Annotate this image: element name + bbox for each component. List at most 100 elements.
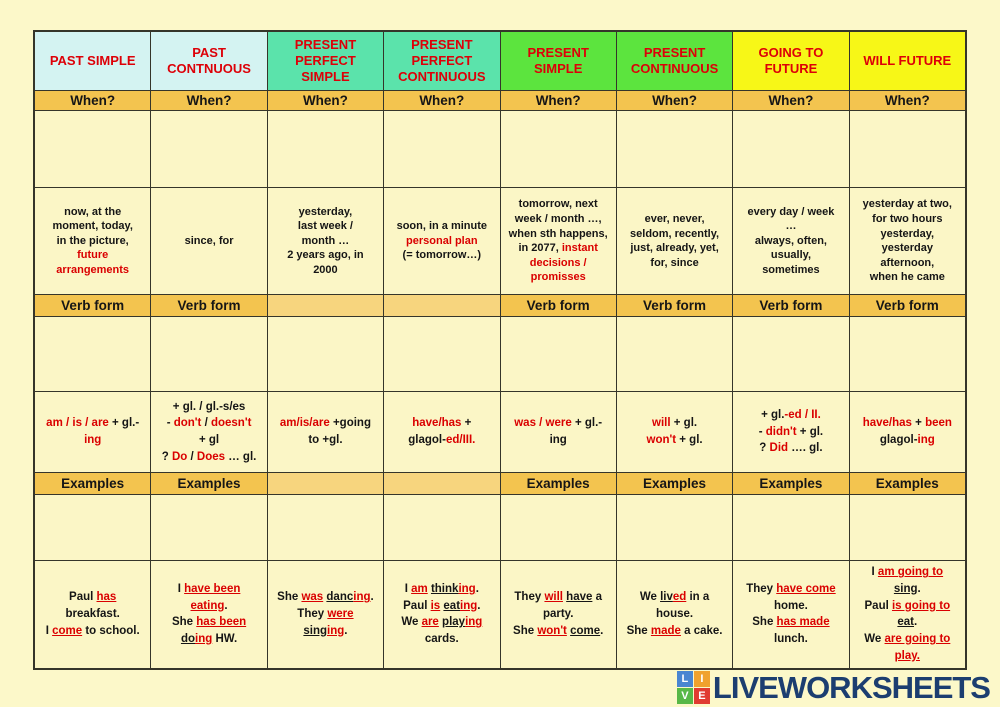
examples-band-answer-cell-present-perfect-continuous[interactable] xyxy=(383,473,500,495)
text-line: Paul is eating. xyxy=(403,598,480,615)
examples-label: Examples xyxy=(875,476,939,492)
text-line: tomorrow, next xyxy=(519,197,598,212)
answer-cell-present-perfect-simple-examples[interactable] xyxy=(266,495,383,560)
text-run: come xyxy=(570,624,601,637)
text-run: Did xyxy=(769,442,789,455)
verb-band-cell-present-simple: Verb form xyxy=(499,295,616,317)
text-line: have/has + xyxy=(412,415,471,432)
text-line: … xyxy=(785,219,796,234)
examples-cell-past-simple: Paul has breakfast. I come to school. xyxy=(35,561,150,668)
examples-band-cell-going-to-future: Examples xyxy=(732,473,849,495)
text-run: - xyxy=(166,417,174,430)
table-row xyxy=(35,109,965,188)
answer-cell-present-perfect-continuous-when[interactable] xyxy=(383,110,499,188)
text-run: She xyxy=(626,624,651,637)
time-cell-present-simple: tomorrow, next week / month …, when sth ha… xyxy=(499,188,616,295)
answer-cell-going-to-future-when[interactable] xyxy=(732,110,848,188)
answer-cell-past-simple-verbform[interactable] xyxy=(35,317,150,391)
text-line: ever, never, xyxy=(645,212,705,227)
text-run: week / month …, xyxy=(514,212,602,225)
examples-label: Examples xyxy=(177,476,241,492)
tense-table: PAST SIMPLE PAST CONTNUOUS PRESENT PERFECT… xyxy=(33,30,967,670)
text-run: sometimes xyxy=(762,264,820,277)
answer-cell-present-simple-verbform[interactable] xyxy=(499,317,616,391)
text-run: They xyxy=(746,582,777,595)
text-run: don't xyxy=(173,417,202,430)
answer-cell-present-continuous-when[interactable] xyxy=(615,110,732,188)
when-band-cell-present-perfect-simple: When? xyxy=(266,90,384,110)
answer-cell-present-perfect-continuous-examples[interactable] xyxy=(383,495,499,560)
answer-cell-present-continuous-examples[interactable] xyxy=(615,495,732,560)
text-run: a xyxy=(592,591,602,604)
text-line: moment, today, xyxy=(52,219,132,234)
text-run: doesn't xyxy=(210,417,252,430)
text-run: They xyxy=(514,591,545,604)
text-run: ing xyxy=(84,433,102,446)
text-line: They were xyxy=(297,606,353,623)
text-run: ing xyxy=(460,599,478,612)
text-run: yesterday xyxy=(881,242,933,255)
header-cell-present-perfect-simple: PRESENT PERFECT SIMPLE xyxy=(266,32,384,90)
verb-form-label: Verb form xyxy=(875,298,939,314)
text-run: do xyxy=(180,633,195,645)
text-run: am going to xyxy=(877,566,944,579)
when-label: When? xyxy=(302,92,348,108)
text-run: sing xyxy=(893,582,918,595)
answer-cell-past-simple-when[interactable] xyxy=(35,111,150,188)
answer-cell-will-future-when[interactable] xyxy=(848,110,965,188)
text-line: every day / week xyxy=(748,205,835,220)
verb-form-label: Verb form xyxy=(759,298,823,314)
text-run: afternoon, xyxy=(880,256,935,269)
answer-cell-going-to-future-examples[interactable] xyxy=(732,495,848,560)
answer-cell-will-future-examples[interactable] xyxy=(848,495,965,560)
text-line: for two hours xyxy=(872,212,942,227)
text-run: I xyxy=(404,582,412,595)
text-line: She made a cake. xyxy=(627,623,723,640)
text-run: home. xyxy=(774,599,808,612)
answer-cell-past-continuous-examples[interactable] xyxy=(150,495,266,560)
text-run: am / is / are xyxy=(46,417,109,430)
header-cell-will-future: WILL FUTURE xyxy=(848,32,965,90)
text-run: She xyxy=(277,591,302,604)
text-run: eating xyxy=(190,599,225,612)
when-label: When? xyxy=(652,92,698,108)
examples-cell-going-to-future: They have come home. She has made lunch. xyxy=(732,560,848,668)
verb-band-answer-cell-present-perfect-continuous[interactable] xyxy=(383,295,500,317)
text-run: We xyxy=(639,591,661,604)
text-line: We lived in a xyxy=(640,589,709,606)
answer-cell-present-simple-examples[interactable] xyxy=(499,495,616,560)
answer-cell-present-perfect-simple-when[interactable] xyxy=(266,110,383,188)
header-cell-past-simple: PAST SIMPLE xyxy=(35,32,151,90)
answer-cell-past-continuous-when[interactable] xyxy=(150,110,266,188)
text-run: to +gl. xyxy=(308,433,343,446)
text-run: . xyxy=(914,616,918,629)
answer-cell-present-simple-when[interactable] xyxy=(499,110,616,188)
text-line: personal plan xyxy=(406,234,478,249)
when-label: When? xyxy=(419,92,465,108)
answer-cell-past-continuous-verbform[interactable] xyxy=(150,317,266,391)
examples-cell-will-future: I am going to sing. Paul is going to eat. We… xyxy=(848,560,965,668)
when-label: When? xyxy=(186,92,232,108)
when-label: When? xyxy=(70,92,116,108)
answer-cell-will-future-verbform[interactable] xyxy=(848,317,965,391)
answer-cell-present-perfect-simple-verbform[interactable] xyxy=(266,317,383,391)
text-run: are xyxy=(421,616,439,629)
examples-band-answer-cell-present-perfect-simple[interactable] xyxy=(266,473,384,495)
text-run: been xyxy=(925,417,952,430)
time-cell-present-perfect-simple: yesterday, last week / month … 2 years ago,… xyxy=(266,188,383,295)
time-cell-past-simple: now, at the moment, today, in the picture,… xyxy=(35,188,150,294)
answer-cell-present-continuous-verbform[interactable] xyxy=(615,317,732,391)
examples-cell-present-perfect-continuous: I am thinking. Paul is eating. We are play… xyxy=(383,560,499,668)
answer-cell-going-to-future-verbform[interactable] xyxy=(732,317,848,391)
answer-cell-present-perfect-continuous-verbform[interactable] xyxy=(383,317,499,391)
answer-cell-past-simple-examples[interactable] xyxy=(35,495,150,560)
verb-band-answer-cell-present-perfect-simple[interactable] xyxy=(266,295,384,317)
verbform-cell-present-perfect-simple: am/is/are +going to +gl. xyxy=(266,391,383,473)
text-line: I am going to xyxy=(872,564,944,581)
text-run: …. gl. xyxy=(788,442,823,455)
text-run: house. xyxy=(656,607,694,620)
text-run: since, for xyxy=(184,234,234,247)
column-title: PAST CONTNUOUS xyxy=(167,45,251,76)
text-run: have xyxy=(566,591,593,604)
